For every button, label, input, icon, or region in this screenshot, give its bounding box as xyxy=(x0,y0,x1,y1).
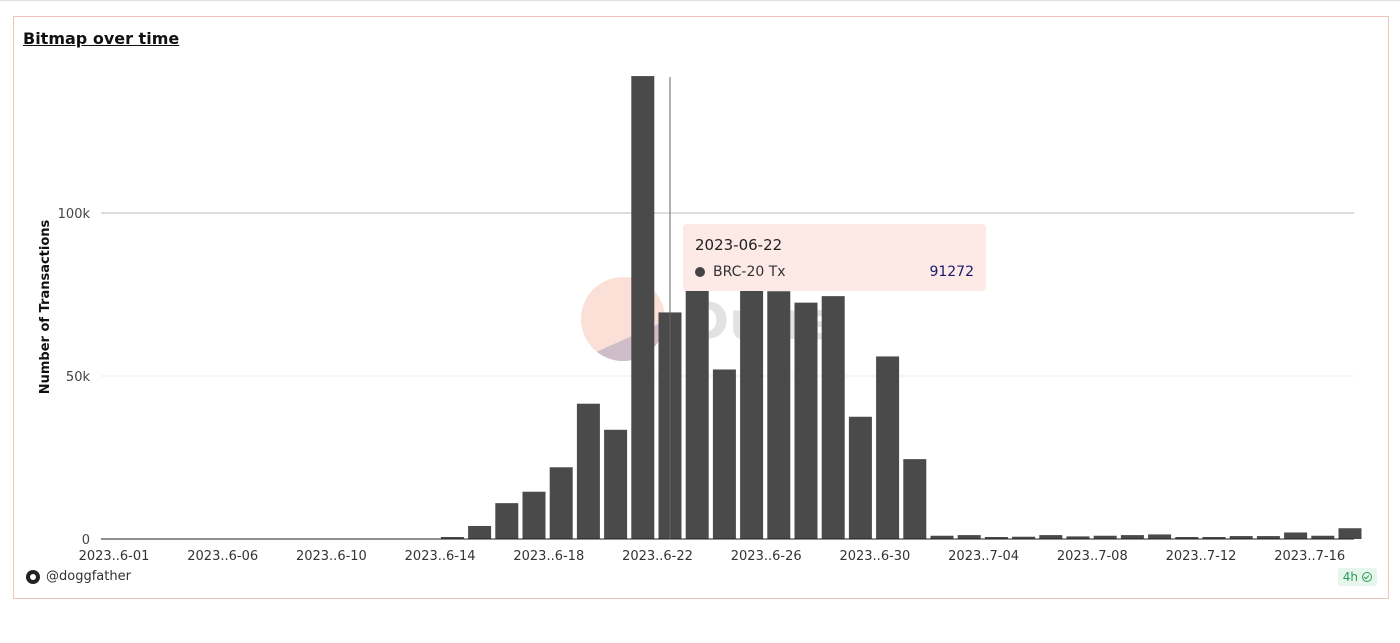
bar[interactable] xyxy=(1202,537,1226,539)
y-axis-label: Number of Transactions xyxy=(38,219,53,394)
bar[interactable] xyxy=(495,503,519,539)
bar[interactable] xyxy=(1338,528,1362,539)
bar[interactable] xyxy=(984,537,1008,539)
bar[interactable] xyxy=(1120,535,1144,539)
bar[interactable] xyxy=(1066,536,1090,539)
series-dot-icon xyxy=(695,267,705,277)
tooltip-value: 91272 xyxy=(929,264,974,280)
bar[interactable] xyxy=(1175,537,1199,539)
bar[interactable] xyxy=(712,369,736,539)
bar[interactable] xyxy=(767,291,791,539)
x-tick-label: 2023..6-26 xyxy=(731,549,802,564)
x-tick-label: 2023..6-30 xyxy=(839,549,910,564)
x-tick-label: 2023..7-08 xyxy=(1057,549,1128,564)
bar[interactable] xyxy=(903,459,927,539)
check-circle-icon xyxy=(1362,572,1372,582)
x-tick-label: 2023..7-12 xyxy=(1166,549,1237,564)
bar[interactable] xyxy=(522,491,546,539)
bar[interactable] xyxy=(930,535,954,539)
bar[interactable] xyxy=(685,241,709,539)
bar[interactable] xyxy=(740,284,764,539)
y-tick-label: 100k xyxy=(58,207,91,222)
x-tick-label: 2023..6-06 xyxy=(187,549,258,564)
x-tick-label: 2023..6-10 xyxy=(296,549,367,564)
bar[interactable] xyxy=(1012,536,1036,539)
y-tick-label: 50k xyxy=(66,370,91,385)
bar[interactable] xyxy=(1148,534,1172,539)
bar[interactable] xyxy=(1229,536,1253,539)
freshness-badge[interactable]: 4h xyxy=(1337,568,1377,586)
x-tick-label: 2023..7-16 xyxy=(1274,549,1345,564)
x-tick-label: 2023..6-18 xyxy=(513,549,584,564)
y-tick-label: 0 xyxy=(82,533,90,548)
bar[interactable] xyxy=(468,525,492,539)
bar[interactable] xyxy=(631,76,655,539)
author-link[interactable]: @doggfather xyxy=(26,569,131,584)
x-tick-label: 2023..6-01 xyxy=(79,549,150,564)
bar[interactable] xyxy=(440,537,464,539)
bar[interactable] xyxy=(1256,536,1280,539)
avatar-icon xyxy=(26,569,40,584)
bar[interactable] xyxy=(576,403,600,539)
top-divider xyxy=(0,0,1400,1)
bar[interactable] xyxy=(1311,535,1335,539)
bar[interactable] xyxy=(549,467,573,539)
bar[interactable] xyxy=(876,356,900,539)
chart-title[interactable]: Bitmap over time xyxy=(23,29,180,48)
bar[interactable] xyxy=(794,302,818,539)
author-name[interactable]: @doggfather xyxy=(46,569,131,584)
bar[interactable] xyxy=(1093,535,1117,539)
x-tick-label: 2023..7-04 xyxy=(948,549,1019,564)
bar[interactable] xyxy=(848,416,872,539)
chart-tooltip: 2023-06-22 BRC-20 Tx 91272 xyxy=(683,224,986,291)
bar[interactable] xyxy=(821,296,845,539)
bar[interactable] xyxy=(957,535,981,539)
tooltip-date: 2023-06-22 xyxy=(695,236,783,254)
tooltip-series-name: BRC-20 Tx xyxy=(713,264,786,280)
x-tick-label: 2023..6-14 xyxy=(405,549,476,564)
bar[interactable] xyxy=(1284,532,1308,539)
bar[interactable] xyxy=(1039,535,1063,539)
bar[interactable] xyxy=(604,429,628,539)
x-tick-label: 2023..6-22 xyxy=(622,549,693,564)
freshness-label: 4h xyxy=(1342,570,1358,584)
